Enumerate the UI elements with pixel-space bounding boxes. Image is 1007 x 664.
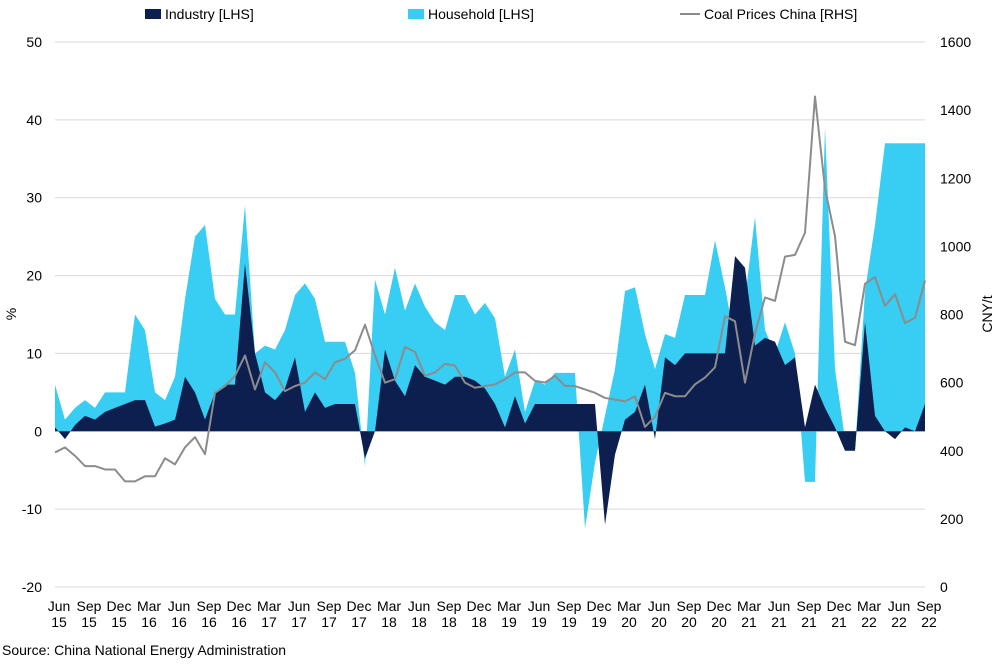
coal-swatch xyxy=(680,13,700,15)
x-tick-month: Sep xyxy=(917,598,942,614)
left-tick-label: 40 xyxy=(26,112,42,128)
x-tick-year: 16 xyxy=(231,614,247,630)
x-tick-year: 19 xyxy=(531,614,547,630)
x-tick-year: 18 xyxy=(441,614,457,630)
household-swatch xyxy=(408,9,424,19)
x-tick-year: 20 xyxy=(651,614,667,630)
legend-label-industry: Industry [LHS] xyxy=(165,6,254,22)
right-tick-label: 1400 xyxy=(940,102,971,118)
x-tick-year: 15 xyxy=(111,614,127,630)
left-tick-label: -20 xyxy=(22,579,42,595)
left-tick-label: 50 xyxy=(26,34,42,50)
x-tick-month: Jun xyxy=(48,598,71,614)
industry-swatch xyxy=(145,9,161,19)
industry-area xyxy=(55,256,925,525)
legend-label-coal: Coal Prices China [RHS] xyxy=(704,6,858,22)
left-tick-label: 20 xyxy=(26,268,42,284)
legend-item-household: Household [LHS] xyxy=(408,6,534,22)
x-tick-month: Dec xyxy=(587,598,612,614)
x-tick-year: 20 xyxy=(681,614,697,630)
legend-item-coal: Coal Prices China [RHS] xyxy=(680,6,857,22)
x-tick-month: Sep xyxy=(677,598,702,614)
right-tick-label: 1000 xyxy=(940,238,971,254)
x-tick-year: 21 xyxy=(801,614,817,630)
x-tick-year: 21 xyxy=(741,614,757,630)
x-tick-year: 19 xyxy=(561,614,577,630)
x-tick-year: 22 xyxy=(921,614,937,630)
x-tick-month: Mar xyxy=(737,598,761,614)
right-axis-ticks: 0 200 400 600 800 1000 1200 1400 1600 xyxy=(940,34,971,595)
x-tick-month: Jun xyxy=(888,598,911,614)
x-tick-month: Sep xyxy=(197,598,222,614)
left-tick-label: 10 xyxy=(26,345,42,361)
left-tick-label: 0 xyxy=(34,423,42,439)
x-tick-month: Mar xyxy=(497,598,521,614)
right-tick-label: 0 xyxy=(940,579,948,595)
source-note: Source: China National Energy Administra… xyxy=(2,642,287,658)
x-tick-month: Dec xyxy=(107,598,132,614)
x-tick-year: 18 xyxy=(471,614,487,630)
household-area xyxy=(55,127,925,529)
x-tick-year: 17 xyxy=(291,614,307,630)
x-tick-year: 20 xyxy=(711,614,727,630)
area-series xyxy=(55,127,925,529)
x-tick-month: Jun xyxy=(768,598,791,614)
x-tick-month: Mar xyxy=(617,598,641,614)
x-tick-year: 16 xyxy=(171,614,187,630)
left-axis-ticks: -20 -10 0 10 20 30 40 50 xyxy=(22,34,42,595)
x-tick-month: Mar xyxy=(857,598,881,614)
x-tick-year: 16 xyxy=(141,614,157,630)
legend-item-industry: Industry [LHS] xyxy=(145,6,254,22)
x-tick-month: Sep xyxy=(77,598,102,614)
x-tick-year: 17 xyxy=(351,614,367,630)
right-tick-label: 400 xyxy=(940,443,964,459)
chart-legend: Industry [LHS] Household [LHS] Coal Pric… xyxy=(0,6,1007,26)
left-tick-label: 30 xyxy=(26,190,42,206)
x-tick-month: Mar xyxy=(257,598,281,614)
right-axis-label: CNY/t xyxy=(979,295,995,332)
x-tick-year: 21 xyxy=(831,614,847,630)
x-tick-year: 16 xyxy=(201,614,217,630)
right-tick-label: 600 xyxy=(940,375,964,391)
x-tick-month: Dec xyxy=(707,598,732,614)
x-tick-year: 18 xyxy=(411,614,427,630)
x-tick-month: Dec xyxy=(227,598,252,614)
x-tick-year: 18 xyxy=(381,614,397,630)
x-tick-year: 21 xyxy=(771,614,787,630)
x-tick-year: 15 xyxy=(81,614,97,630)
x-tick-month: Jun xyxy=(168,598,191,614)
x-tick-month: Sep xyxy=(317,598,342,614)
x-tick-month: Dec xyxy=(827,598,852,614)
x-tick-month: Jun xyxy=(288,598,311,614)
x-tick-year: 17 xyxy=(321,614,337,630)
x-tick-year: 17 xyxy=(261,614,277,630)
x-axis-ticks: Jun15Sep15Dec15Mar16Jun16Sep16Dec16Mar17… xyxy=(48,598,942,630)
right-tick-label: 1200 xyxy=(940,170,971,186)
x-tick-year: 20 xyxy=(621,614,637,630)
x-tick-month: Sep xyxy=(437,598,462,614)
left-axis-label: % xyxy=(3,308,19,320)
x-tick-month: Mar xyxy=(137,598,161,614)
right-tick-label: 800 xyxy=(940,307,964,323)
right-tick-label: 200 xyxy=(940,511,964,527)
coal-price-line xyxy=(54,95,926,483)
x-tick-month: Jun xyxy=(648,598,671,614)
x-tick-year: 19 xyxy=(501,614,517,630)
x-tick-month: Jun xyxy=(408,598,431,614)
legend-label-household: Household [LHS] xyxy=(428,6,534,22)
x-tick-year: 19 xyxy=(591,614,607,630)
left-tick-label: -10 xyxy=(22,501,42,517)
x-tick-year: 22 xyxy=(891,614,907,630)
x-tick-year: 15 xyxy=(51,614,67,630)
x-tick-month: Sep xyxy=(797,598,822,614)
line-series xyxy=(54,95,926,483)
x-tick-month: Dec xyxy=(467,598,492,614)
x-tick-month: Sep xyxy=(557,598,582,614)
x-tick-month: Jun xyxy=(528,598,551,614)
x-tick-year: 22 xyxy=(861,614,877,630)
x-tick-month: Mar xyxy=(377,598,401,614)
x-tick-month: Dec xyxy=(347,598,372,614)
right-tick-label: 1600 xyxy=(940,34,971,50)
